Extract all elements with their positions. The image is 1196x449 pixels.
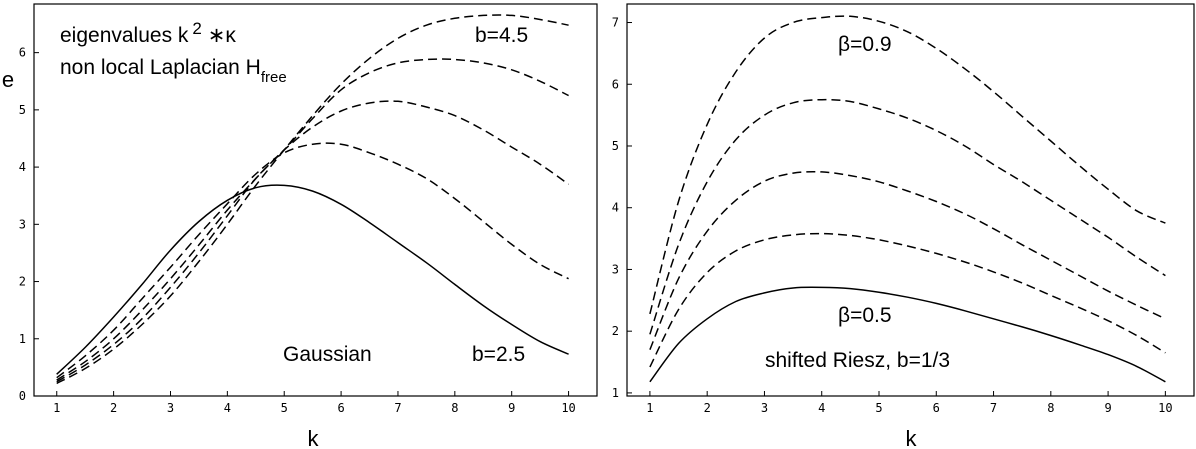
dashed-curve-4 xyxy=(649,15,1166,315)
x-tick-label: 2 xyxy=(704,401,711,415)
x-tick-label: 3 xyxy=(167,401,174,415)
dashed-curve-3 xyxy=(56,58,569,383)
x-tick-label: 4 xyxy=(818,401,825,415)
y-tick-label: 2 xyxy=(19,275,26,289)
y-tick-label: 3 xyxy=(612,262,619,276)
y-tick-label: 3 xyxy=(19,217,26,231)
label-top-curve-left: b=4.5 xyxy=(475,24,528,47)
x-ticks-left: 1 2 3 4 5 6 7 8 9 10 xyxy=(53,391,576,415)
panel-riesz: 1 2 3 4 5 6 7 8 9 10 1 2 3 4 5 6 7 k β=0.9 β=0.5 shifte… xyxy=(612,3,1195,449)
x-tick-label: 9 xyxy=(1104,401,1111,415)
y-tick-label: 5 xyxy=(19,103,26,117)
x-tick-label: 2 xyxy=(110,401,117,415)
y-tick-label: 0 xyxy=(19,389,26,403)
y-tick-label: 6 xyxy=(612,77,619,91)
dashed-curve-1 xyxy=(56,142,569,379)
x-tick-label: 7 xyxy=(394,401,401,415)
x-tick-label: 9 xyxy=(508,401,515,415)
x-tick-label: 10 xyxy=(561,401,575,415)
family-label-left: Gaussian xyxy=(283,343,372,366)
y-tick-label: 5 xyxy=(612,139,619,153)
title-line-2-text: non local Laplacian H xyxy=(60,56,261,79)
dashed-curve-3 xyxy=(649,98,1166,335)
title-superscript: 2 xyxy=(192,19,201,38)
title-line-2: non local Laplacian Hfree xyxy=(60,56,287,86)
y-tick-label: 4 xyxy=(612,201,619,215)
plot-frame-left xyxy=(33,3,598,397)
y-tick-label: 1 xyxy=(612,386,619,400)
x-tick-label: 10 xyxy=(1158,401,1172,415)
plot-frame-right xyxy=(626,3,1195,397)
x-tick-label: 6 xyxy=(933,401,940,415)
x-tick-label: 7 xyxy=(990,401,997,415)
x-tick-label: 8 xyxy=(1047,401,1054,415)
x-tick-label: 8 xyxy=(451,401,458,415)
x-axis-label-left: k xyxy=(308,426,320,449)
y-tick-label: 4 xyxy=(19,160,26,174)
dashed-curve-1 xyxy=(649,232,1166,368)
solid-curve-0 xyxy=(649,286,1166,383)
y-tick-label: 2 xyxy=(612,324,619,338)
series-right xyxy=(649,15,1166,383)
label-top-curve-right: β=0.9 xyxy=(838,33,892,56)
dashed-curve-4 xyxy=(56,14,569,385)
title-line-1-text: eigenvalues k xyxy=(60,24,189,47)
series-left xyxy=(56,14,570,385)
label-bottom-curve-right: β=0.5 xyxy=(838,304,892,327)
family-label-right: shifted Riesz, b=1/3 xyxy=(765,349,950,372)
y-axis-label-left: e xyxy=(2,67,14,92)
y-tick-label: 7 xyxy=(612,16,619,30)
x-tick-label: 1 xyxy=(53,401,60,415)
y-tick-label: 6 xyxy=(19,46,26,60)
solid-curve-0 xyxy=(56,184,569,375)
x-axis-label-right: k xyxy=(906,426,918,449)
x-ticks-right: 1 2 3 4 5 6 7 8 9 10 xyxy=(646,391,1173,415)
x-tick-label: 6 xyxy=(337,401,344,415)
x-tick-label: 5 xyxy=(281,401,288,415)
title-line-2-subscript: free xyxy=(261,69,287,86)
dashed-curve-2 xyxy=(649,170,1166,350)
x-tick-label: 5 xyxy=(875,401,882,415)
y-ticks-left: 0 1 2 3 4 5 6 xyxy=(19,46,39,403)
x-tick-label: 3 xyxy=(761,401,768,415)
y-ticks-right: 1 2 3 4 5 6 7 xyxy=(612,16,632,400)
y-tick-label: 1 xyxy=(19,332,26,346)
x-tick-label: 4 xyxy=(224,401,231,415)
title-tail: ∗κ xyxy=(202,24,236,47)
dashed-curve-2 xyxy=(56,100,570,381)
x-tick-label: 1 xyxy=(646,401,653,415)
label-bottom-curve-left: b=2.5 xyxy=(472,343,525,366)
